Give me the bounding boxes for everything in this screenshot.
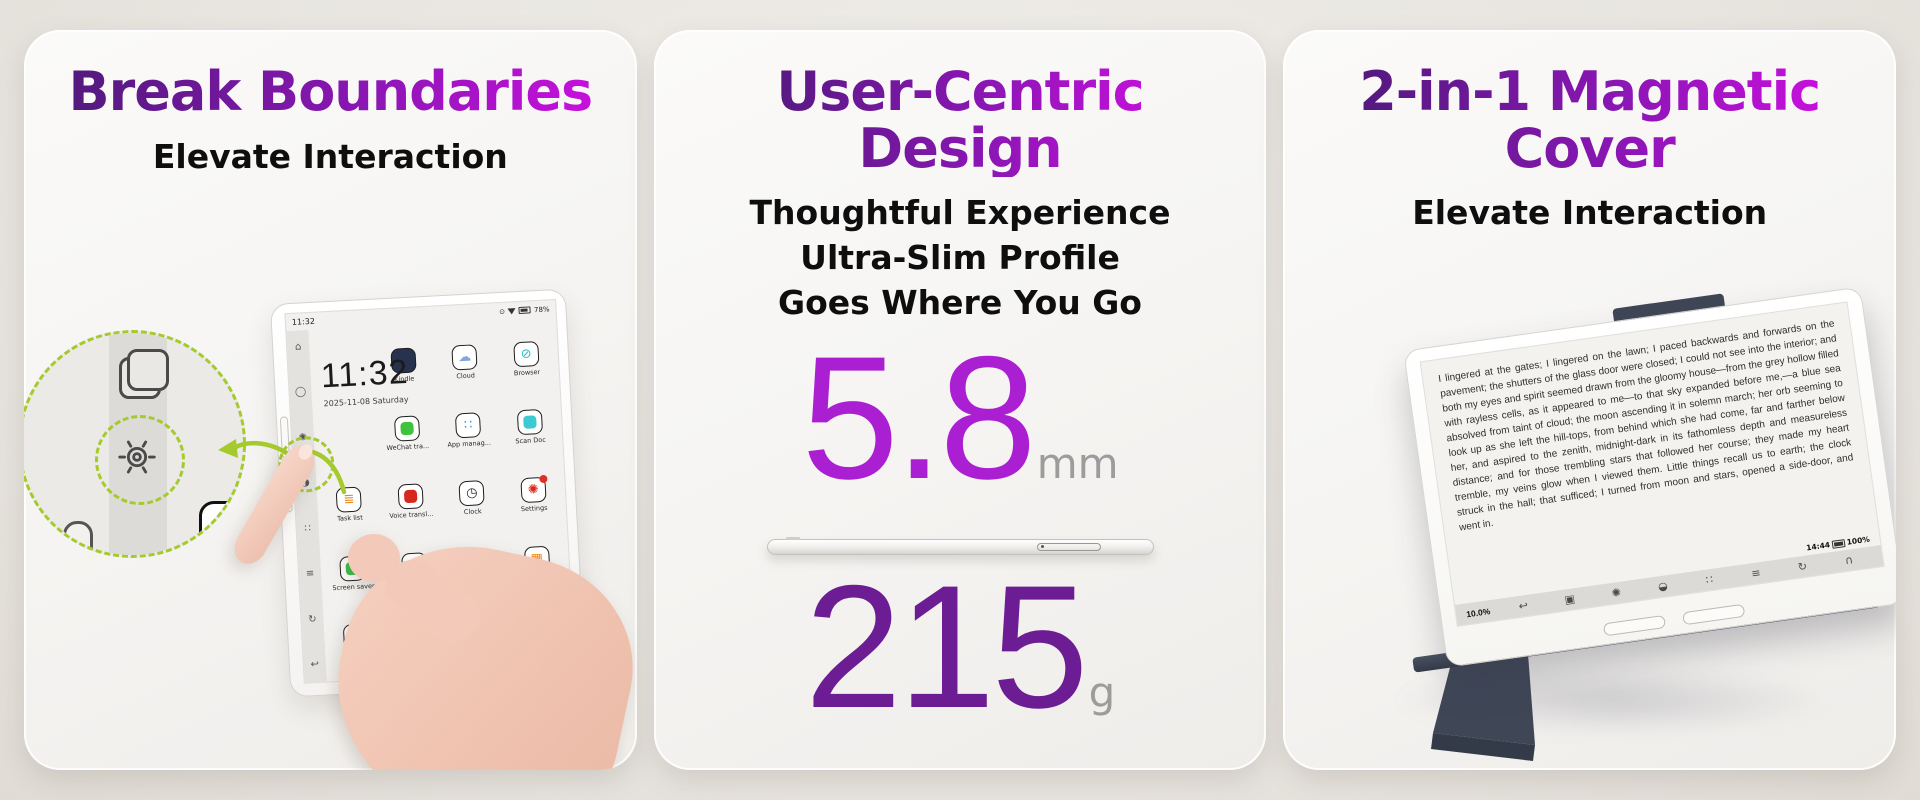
book-text: I lingered at the gates; I lingered on t…: [1437, 318, 1855, 534]
app-icon: ⊘: [512, 340, 540, 367]
app-icon: ∷: [455, 412, 482, 439]
status-time: 11:32: [291, 316, 316, 327]
status-icons: ⊙ 78%: [499, 305, 550, 316]
app-icon: ☁: [451, 343, 478, 371]
app-cloud: ☁ Cloud: [433, 326, 496, 397]
clock-widget: 11:32 2025-11-08 Saturday: [312, 352, 419, 408]
wifi-icon: [507, 307, 517, 315]
audio-icon: ∩: [1844, 553, 1855, 568]
pages-icon: ▣: [1564, 592, 1577, 607]
sync-status-icon: ⊙: [498, 307, 506, 316]
card1-subtitle: Elevate Interaction: [152, 136, 508, 176]
apps-icon: ∷: [1705, 572, 1715, 587]
hand-pointer: [228, 438, 637, 770]
thickness-unit: mm: [1036, 439, 1119, 489]
battery-percent: 78%: [533, 304, 550, 314]
hand-knuckle: [424, 590, 480, 642]
refresh-icon: ↻: [1797, 559, 1809, 574]
back-icon: ↩: [1518, 598, 1530, 614]
card2-title: User-Centric Design: [725, 63, 1195, 177]
reading-progress: 10.0%: [1465, 605, 1492, 619]
weight-unit: g: [1088, 667, 1116, 717]
card-magnetic-cover: 2-in-1 Magnetic Cover Elevate Interactio…: [1283, 30, 1897, 770]
reader-battery-percent: 100%: [1846, 534, 1871, 547]
gear-icon: [118, 440, 156, 474]
app-label: Browser: [513, 367, 541, 378]
card3-subtitle: Elevate Interaction: [1412, 193, 1768, 233]
page-button-left: [1603, 614, 1667, 637]
display-icon: ◒: [1657, 579, 1669, 594]
card2-subtitle-line: Thoughtful Experience: [749, 193, 1171, 233]
circle-icon: ◯: [294, 386, 307, 399]
clock-time: 11:32: [319, 352, 410, 396]
reader-battery-icon: [1831, 538, 1846, 549]
app-label: Cloud: [456, 371, 476, 381]
gear-highlight-ring: [95, 415, 185, 505]
home-icon: ⌂: [294, 341, 302, 353]
card2-subtitle-line: Ultra-Slim Profile: [800, 238, 1120, 278]
app-browser: ⊘ Browser: [495, 323, 558, 394]
card2-subtitle: Thoughtful Experience Ultra-Slim Profile G…: [750, 193, 1171, 322]
device-side-profile: [766, 536, 1154, 555]
reader-screen: I lingered at the gates; I lingered on t…: [1419, 301, 1886, 627]
card1-title: Break Boundaries: [24, 63, 637, 121]
card3-title: 2-in-1 Magnetic Cover: [1320, 63, 1860, 177]
ereader-in-cover: I lingered at the gates; I lingered on t…: [1403, 286, 1897, 668]
card-user-centric-design: User-Centric Design Thoughtful Experienc…: [653, 30, 1267, 770]
zoom-callout-circle: [24, 330, 246, 558]
page-button-right: [1682, 603, 1746, 626]
settings-icon: ✺: [1611, 585, 1623, 600]
recent-apps-icon-front: [127, 349, 169, 391]
cover-scene: I lingered at the gates; I lingered on t…: [1283, 265, 1897, 770]
battery-icon: [518, 306, 532, 314]
weight-spec: 215g: [805, 560, 1116, 735]
card2-subtitle-line: Goes Where You Go: [778, 283, 1142, 323]
weight-value: 215: [804, 549, 1089, 745]
adjust-icon: ≡: [1750, 566, 1762, 581]
card-break-boundaries: Break Boundaries Elevate Interaction: [24, 30, 637, 770]
thickness-spec: 5.8mm: [801, 331, 1119, 506]
reader-time: 14:44: [1806, 540, 1831, 553]
thickness-value: 5.8: [801, 321, 1036, 517]
side-button: [785, 536, 800, 540]
page-button-zoomed: [63, 521, 93, 555]
app-icon: [516, 409, 543, 436]
side-port: [1036, 542, 1101, 551]
